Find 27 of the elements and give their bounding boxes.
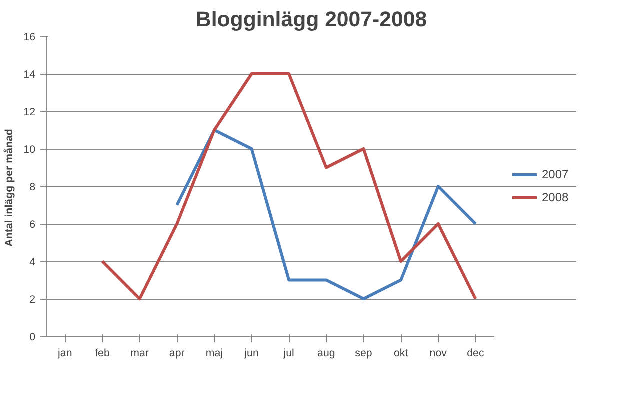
x-tick-label: jan (57, 348, 72, 360)
y-tick-label: 6 (30, 219, 36, 231)
x-tick-label: sep (355, 348, 372, 360)
x-tick-label: aug (318, 348, 336, 360)
x-tick-label: mar (130, 348, 150, 360)
x-tick-label: feb (95, 348, 110, 360)
chart-title: Blogginlägg 2007-2008 (196, 8, 428, 32)
x-tick-label: okt (394, 348, 408, 360)
y-tick-label: 12 (24, 106, 36, 118)
y-tick-label: 16 (24, 32, 36, 44)
x-tick-label: jul (282, 348, 294, 360)
line-series (176, 128, 478, 300)
x-tick-label: jun (244, 348, 259, 360)
y-tick-label: 10 (24, 144, 36, 156)
y-tick-label: 8 (30, 182, 36, 194)
y-tick-label: 0 (30, 332, 36, 344)
line-series (100, 72, 478, 300)
x-tick-label: apr (169, 348, 186, 360)
y-tick-label: 14 (24, 69, 36, 81)
legend-label: 2007 (542, 168, 570, 182)
x-tick-label: nov (430, 348, 448, 360)
x-tick-label: maj (206, 348, 224, 360)
legend-label: 2008 (542, 190, 570, 204)
y-tick-label: 4 (30, 256, 36, 268)
x-tick-label: dec (467, 348, 485, 360)
y-tick-label: 2 (30, 294, 36, 306)
y-axis-title: Antal inlägg per månad (4, 129, 16, 247)
